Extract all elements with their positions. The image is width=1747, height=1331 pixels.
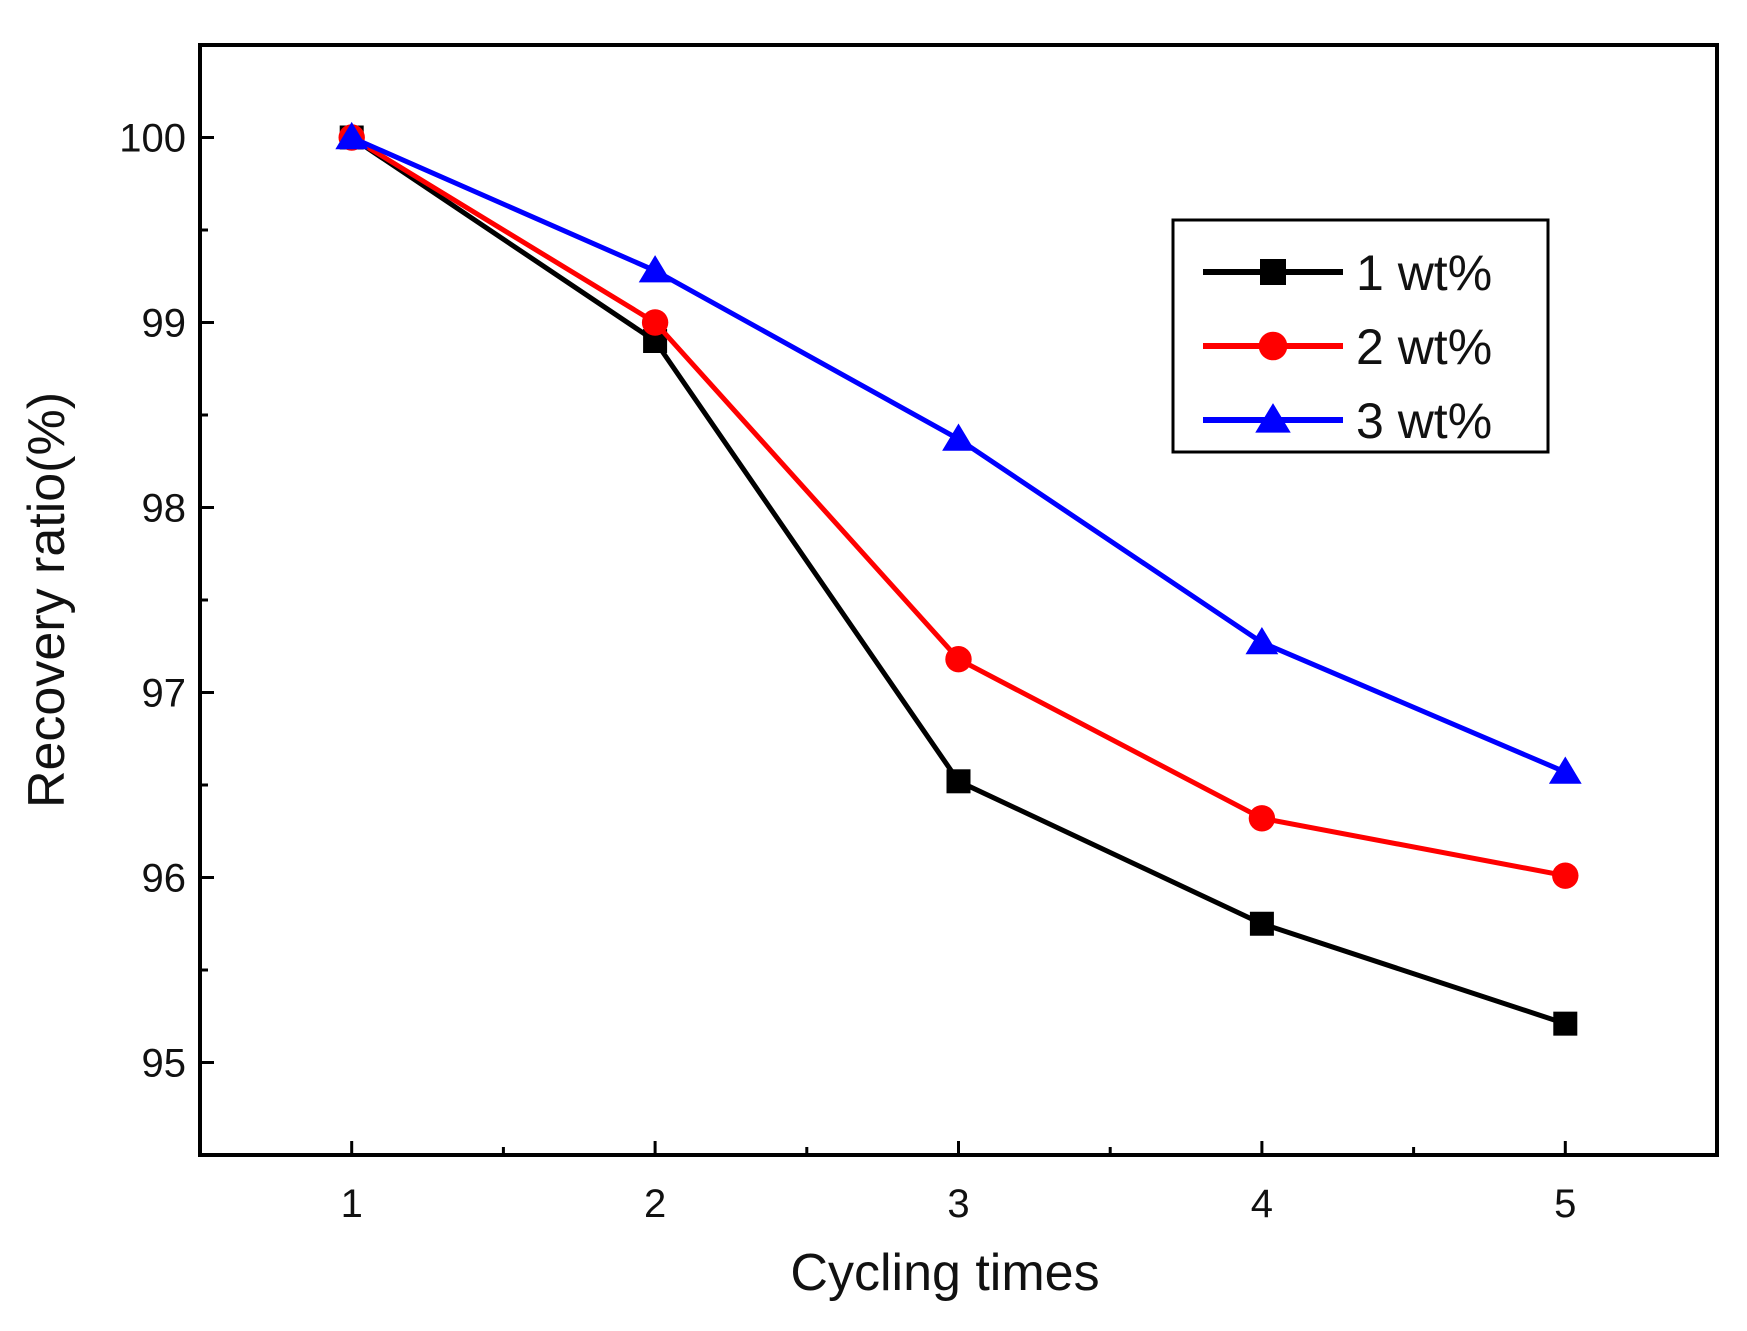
data-point [946, 769, 971, 794]
data-point [1245, 626, 1279, 655]
series-layer [335, 121, 1582, 1036]
data-point [1552, 862, 1579, 889]
y-tick-label: 99 [142, 302, 187, 346]
y-tick-label: 95 [142, 1042, 187, 1086]
legend-box [1171, 218, 1550, 454]
legend-item: 1 wt% [1203, 245, 1492, 301]
data-point [942, 423, 975, 451]
data-point [1249, 911, 1274, 936]
legend-label: 2 wt% [1356, 319, 1492, 375]
x-tick-label: 3 [947, 1182, 969, 1226]
axes: 1 2 3 4 5 95 96 97 98 99 100 [119, 117, 1576, 1227]
x-tick-label: 2 [644, 1182, 666, 1226]
legend-label: 1 wt% [1356, 245, 1492, 301]
data-point [641, 309, 669, 336]
x-tick-label: 1 [341, 1182, 363, 1226]
x-tick-label: 5 [1554, 1182, 1576, 1226]
legend: 1 wt% 2 wt% 3 wt% [1171, 218, 1550, 454]
y-axis-title: Recovery ratio(%) [18, 392, 76, 808]
data-point [1548, 756, 1582, 784]
legend-item: 2 wt% [1203, 319, 1492, 375]
y-tick-label: 100 [119, 117, 186, 161]
legend-marker [1258, 331, 1288, 361]
legend-marker [1255, 403, 1291, 433]
data-point [1248, 805, 1276, 832]
x-axis-title: Cycling times [790, 1244, 1099, 1302]
legend-marker [1260, 259, 1286, 285]
data-point [335, 121, 369, 150]
y-tick-label: 96 [142, 857, 187, 901]
data-point [945, 646, 972, 673]
y-tick-label: 97 [142, 672, 187, 716]
legend-label: 3 wt% [1356, 393, 1492, 449]
legend-item: 3 wt% [1203, 393, 1492, 449]
series-3 [335, 121, 1582, 784]
y-tick-label: 98 [142, 487, 187, 531]
data-point [638, 255, 672, 283]
data-point [1553, 1011, 1578, 1036]
x-tick-label: 4 [1251, 1182, 1273, 1226]
